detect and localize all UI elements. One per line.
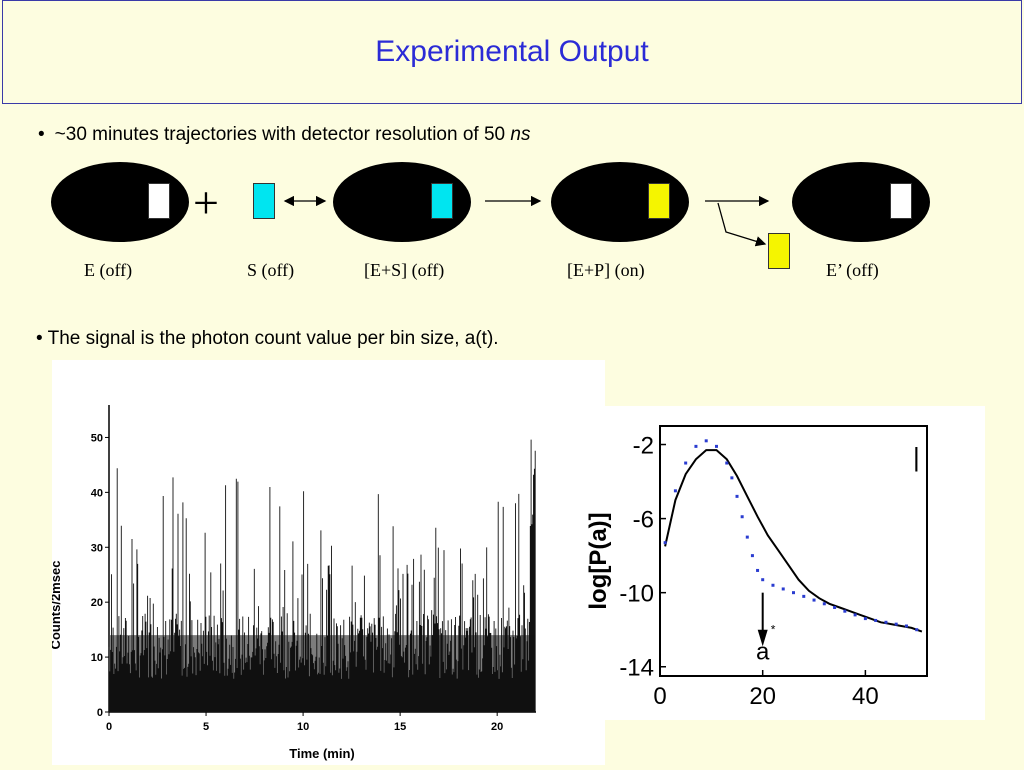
dist-data-point — [750, 554, 754, 558]
dist-data-point — [915, 628, 919, 632]
product-yellow-tag — [768, 233, 790, 269]
dist-data-point — [714, 444, 718, 448]
dist-data-point — [863, 617, 867, 621]
bullet-marker: • — [38, 124, 45, 145]
dist-x-tick-label: 0 — [653, 683, 666, 710]
a-star-subscript: * — [771, 622, 776, 636]
dist-data-point — [663, 541, 667, 545]
a-star-arrowhead — [757, 629, 768, 647]
dist-y-tick-label: -6 — [633, 507, 654, 534]
dist-data-point — [904, 624, 908, 628]
dist-data-point — [704, 439, 708, 443]
label-enzyme-prime-off: E’ (off) — [826, 260, 879, 280]
trace-y-tick-label: 10 — [91, 652, 103, 664]
es-cyan-tag — [431, 183, 453, 219]
ep-yellow-tag — [648, 183, 670, 219]
trace-y-tick-label: 30 — [91, 542, 103, 554]
enzyme-white-tag — [148, 183, 170, 219]
trace-ylabel: Counts/2msec — [52, 561, 63, 650]
a-star-label: a — [756, 638, 770, 665]
dist-y-tick-label: -14 — [619, 655, 654, 682]
trace-y-tick-label: 40 — [91, 487, 103, 499]
dist-frame — [659, 425, 928, 677]
trace-x-tick-label: 10 — [297, 721, 309, 733]
dist-data-point — [822, 602, 826, 606]
trace-baseline-fill — [110, 635, 535, 711]
trace-y-tick-label: 50 — [91, 432, 103, 444]
trace-y-tick-label: 0 — [97, 707, 103, 719]
dist-data-point — [792, 591, 795, 595]
dist-x-tick-label: 20 — [749, 683, 776, 710]
trace-x-tick-label: 5 — [203, 721, 209, 733]
dist-data-point — [781, 587, 785, 591]
photon-trace-plot: 0 10 20 30 40 50 0 5 10 15 20 Counts/2msec Time (m… — [48, 405, 536, 761]
enzyme-prime-white-tag — [890, 183, 912, 219]
photon-trace-panel: 0 10 20 30 40 50 0 5 10 15 20 Counts/2msec Time (m… — [48, 360, 605, 765]
trace-x-tick-label: 20 — [491, 721, 503, 733]
dist-data-point — [771, 583, 775, 587]
trace-x-tick-label: 0 — [106, 721, 112, 733]
dist-y-tick-label: -10 — [619, 581, 654, 608]
dist-data-point — [833, 605, 837, 609]
dist-data-point — [874, 618, 878, 622]
dist-data-point — [812, 598, 816, 602]
dist-fit-line — [664, 449, 923, 633]
trace-x-tick-label: 15 — [394, 721, 406, 733]
title-box: Experimental Output — [2, 0, 1022, 104]
bullet-unit: ns — [510, 124, 531, 145]
trace-xlabel: Time (min) — [289, 746, 355, 761]
dist-data-point — [853, 613, 857, 617]
dist-data-point — [673, 489, 677, 493]
dist-data-point — [894, 622, 898, 626]
product-arrow — [717, 202, 767, 247]
distribution-panel: log[P(a)] | -2 -6 -10 -14 0 20 40 a * — [580, 406, 985, 720]
plus-sign: + — [193, 177, 219, 228]
distribution-plot: log[P(a)] | -2 -6 -10 -140 20 40 a* — [585, 425, 928, 710]
dist-data-point — [745, 535, 749, 539]
dist-data-point — [843, 609, 847, 613]
dist-data-point — [756, 568, 760, 572]
dist-data-point — [735, 494, 739, 498]
slide-title: Experimental Output — [375, 35, 649, 68]
dist-x-tick-label: 40 — [852, 683, 879, 710]
dist-data-point — [884, 620, 888, 624]
dist-data-point — [761, 578, 765, 582]
bullet-signal: • The signal is the photon count value p… — [36, 328, 499, 349]
substrate-cyan-tag — [253, 183, 275, 219]
dist-data-point — [694, 444, 698, 448]
label-es-off: [E+S] (off) — [364, 260, 445, 280]
corner-mark: | — [913, 442, 920, 472]
dist-data-point — [802, 594, 806, 598]
label-substrate-off: S (off) — [247, 260, 295, 280]
trace-y-tick-label: 20 — [91, 597, 103, 609]
label-ep-on: [E+P] (on) — [567, 260, 645, 280]
dist-ylabel: log[P(a)] — [585, 512, 612, 609]
dist-data-point — [684, 461, 688, 465]
dist-data-point — [740, 515, 744, 519]
label-enzyme-off: E (off) — [84, 260, 133, 280]
dist-y-tick-label: -2 — [633, 433, 654, 460]
reaction-arrows — [283, 195, 770, 247]
bullet-trajectories: • ~30 minutes trajectories with detector … — [38, 124, 530, 146]
dist-data-point — [730, 476, 734, 480]
dist-data-point — [725, 461, 729, 465]
bullet-trajectories-text: ~30 minutes trajectories with detector r… — [54, 124, 511, 145]
